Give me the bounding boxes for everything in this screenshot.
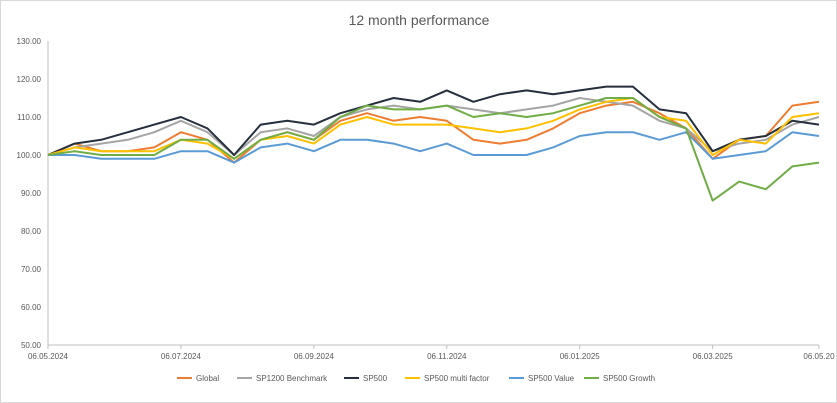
y-tick-label: 120.00 [17,75,42,84]
series-line-global [47,100,820,164]
axes-layer: 50.00 60.00 70.00 80.00 90.00 100.00 110.00 120… [17,37,836,361]
series-layer [47,85,820,202]
x-tick-label: 06.03.2025 [693,352,734,361]
y-tick-label: 60.00 [21,303,42,312]
legend-label: SP500 [363,374,388,383]
series-line-sp500-growth [47,97,820,202]
series-line-sp500-value [48,131,820,164]
x-tick-label: 06.11.2024 [427,352,467,361]
series-line-sp500 [47,85,820,156]
legend-label: Global [196,374,219,383]
y-tick-label: 100.00 [17,151,42,160]
y-tick-label: 130.00 [17,37,42,46]
legend: Global SP1200 Benchmark SP500 SP500 multi f… [177,374,655,383]
x-tick-label: 06.09.2024 [294,352,335,361]
x-tick-label: 06.01.2025 [560,352,601,361]
x-tick-label: 06.05.20 [803,352,835,361]
y-tick-label: 90.00 [21,189,42,198]
y-tick-label: 50.00 [21,341,42,350]
legend-label: SP1200 Benchmark [256,374,328,383]
y-tick-label: 70.00 [21,265,42,274]
x-tick-label: 06.07.2024 [161,352,202,361]
y-tick-label: 80.00 [21,227,42,236]
chart-title: 12 month performance [349,12,490,28]
legend-label: SP500 multi factor [424,374,490,383]
x-tick-label: 06.05.2024 [28,352,69,361]
legend-label: SP500 Growth [603,374,655,383]
y-tick-label: 110.00 [17,113,41,122]
legend-label: SP500 Value [528,374,575,383]
